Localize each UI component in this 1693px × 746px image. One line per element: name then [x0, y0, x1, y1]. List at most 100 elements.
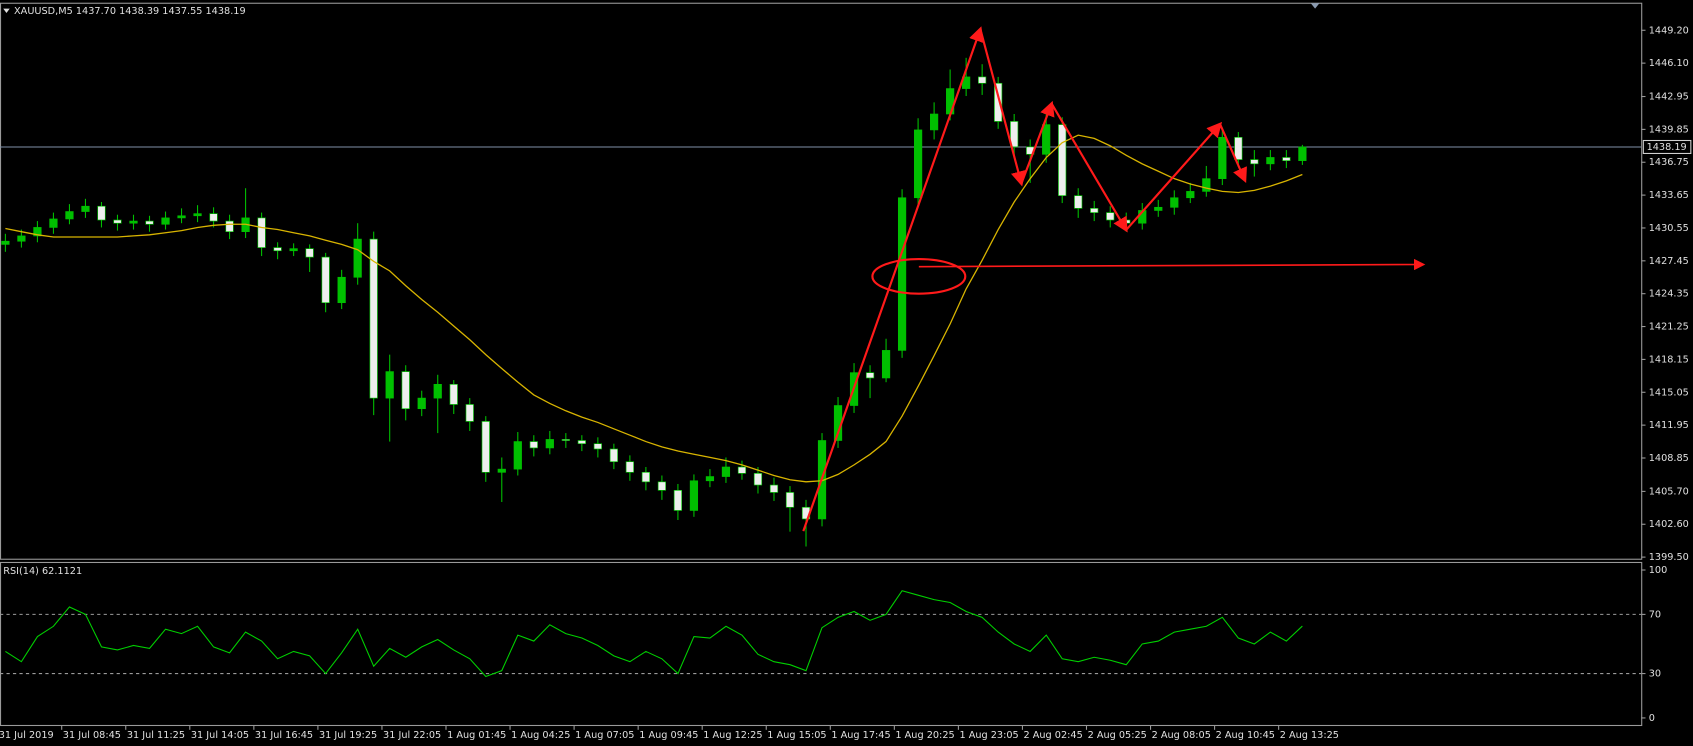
y-tick-label: 1411.95	[1649, 420, 1689, 431]
y-tick-label: 1446.10	[1649, 58, 1689, 69]
candle-body	[1266, 157, 1275, 165]
y-tick-label: 1442.95	[1649, 92, 1689, 103]
x-tick-label: 2 Aug 05:25	[1088, 730, 1147, 741]
candle-body	[449, 383, 458, 405]
y-tick-label: 1439.85	[1649, 124, 1689, 135]
candle-body	[673, 490, 683, 511]
y-tick-label: 1433.65	[1649, 190, 1689, 201]
x-tick-label: 1 Aug 07:05	[575, 730, 634, 741]
y-tick-label: 1424.35	[1649, 289, 1689, 300]
candle-body	[1154, 206, 1163, 211]
candle-body	[209, 213, 218, 222]
y-tick-label: 1427.45	[1649, 256, 1689, 267]
candle-body	[1074, 195, 1083, 209]
candle-body	[689, 480, 699, 511]
candle-body	[753, 473, 763, 486]
y-tick-label: 0	[1649, 713, 1655, 724]
candle-body	[1058, 124, 1067, 196]
candle-body	[49, 218, 58, 228]
candle-body	[1042, 124, 1051, 155]
candle-body	[353, 238, 362, 278]
x-tick-label: 1 Aug 09:45	[639, 730, 698, 741]
y-tick-label: 1402.60	[1649, 519, 1689, 530]
candle-body	[721, 466, 731, 477]
breakout-ellipse	[871, 258, 967, 295]
trend-arrow	[1219, 123, 1247, 184]
x-tick-label: 1 Aug 12:25	[703, 730, 762, 741]
candle-body	[1202, 178, 1211, 192]
x-tick-label: 1 Aug 04:25	[511, 730, 570, 741]
candle-body	[1298, 146, 1307, 161]
candle-body	[737, 466, 747, 474]
x-tick-label: 2 Aug 02:45	[1024, 730, 1083, 741]
x-tick-label: 31 Jul 14:05	[191, 730, 249, 741]
candle-body	[1186, 191, 1195, 199]
shift-marker	[1310, 3, 1320, 9]
rsi-line	[5, 590, 1303, 678]
x-tick-label: 2 Aug 08:05	[1152, 730, 1211, 741]
candle-body	[705, 476, 715, 482]
candle-body	[321, 256, 330, 304]
trend-arrow	[979, 28, 1026, 187]
candle-body	[609, 448, 618, 463]
candle-body	[1218, 137, 1227, 179]
candle-body	[545, 439, 554, 449]
candle-body	[337, 276, 346, 304]
trend-arrow	[802, 26, 984, 532]
y-tick-label: 1436.75	[1649, 157, 1689, 168]
candle-body	[417, 397, 426, 410]
candle-body	[1, 240, 10, 245]
y-tick-label: 1399.50	[1649, 552, 1689, 563]
current-price-label: 1438.19	[1647, 142, 1687, 153]
candle-body	[497, 468, 506, 473]
level-arrow	[918, 258, 1426, 271]
x-tick-label: 1 Aug 20:25	[895, 730, 954, 741]
x-tick-label: 31 Jul 19:25	[319, 730, 377, 741]
x-tick-label: 31 Jul 22:05	[383, 730, 441, 741]
trend-arrow	[1020, 100, 1055, 184]
chart-header: XAUUSD,M5 1437.70 1438.39 1437.55 1438.1…	[14, 6, 246, 17]
candle-body	[913, 129, 923, 199]
candle-body	[577, 440, 586, 445]
y-tick-label: 1449.20	[1649, 25, 1689, 36]
candle-body	[930, 113, 939, 131]
candle-body	[465, 404, 474, 422]
candle-body	[1106, 212, 1115, 221]
y-tick-label: 1430.55	[1649, 223, 1689, 234]
symbol-menu-icon	[3, 8, 10, 13]
candle-body	[193, 213, 202, 217]
candle-body	[401, 371, 410, 410]
candle-body	[289, 248, 298, 252]
candle-body	[994, 82, 1003, 122]
rsi-panel-frame	[0, 561, 1643, 727]
moving-average	[5, 134, 1303, 483]
trend-arrow	[1050, 103, 1128, 233]
y-tick-label: 70	[1649, 609, 1661, 620]
candle-body	[625, 461, 634, 473]
candle-body	[785, 492, 795, 508]
y-tick-label: 100	[1649, 565, 1668, 576]
candle-body	[865, 372, 875, 379]
candle-body	[433, 383, 442, 399]
candle-body	[161, 217, 170, 225]
candle-body	[113, 219, 122, 224]
candle-body	[385, 371, 394, 399]
y-tick-label: 30	[1649, 669, 1661, 680]
candle-body	[513, 441, 522, 470]
candle-body	[65, 211, 74, 220]
candle-body	[769, 484, 779, 493]
candle-body	[97, 205, 106, 221]
candle-body	[17, 235, 26, 242]
y-tick-label: 1405.70	[1649, 486, 1689, 497]
candle-body	[561, 439, 570, 441]
x-tick-label: 2 Aug 10:45	[1216, 730, 1275, 741]
x-tick-label: 1 Aug 17:45	[831, 730, 890, 741]
candle-body	[305, 248, 314, 258]
candle-body	[641, 471, 650, 483]
candle-body	[1010, 121, 1019, 148]
candle-body	[657, 481, 667, 491]
candle-body	[1234, 137, 1243, 160]
candle-body	[1090, 208, 1099, 213]
candle-body	[129, 220, 138, 224]
